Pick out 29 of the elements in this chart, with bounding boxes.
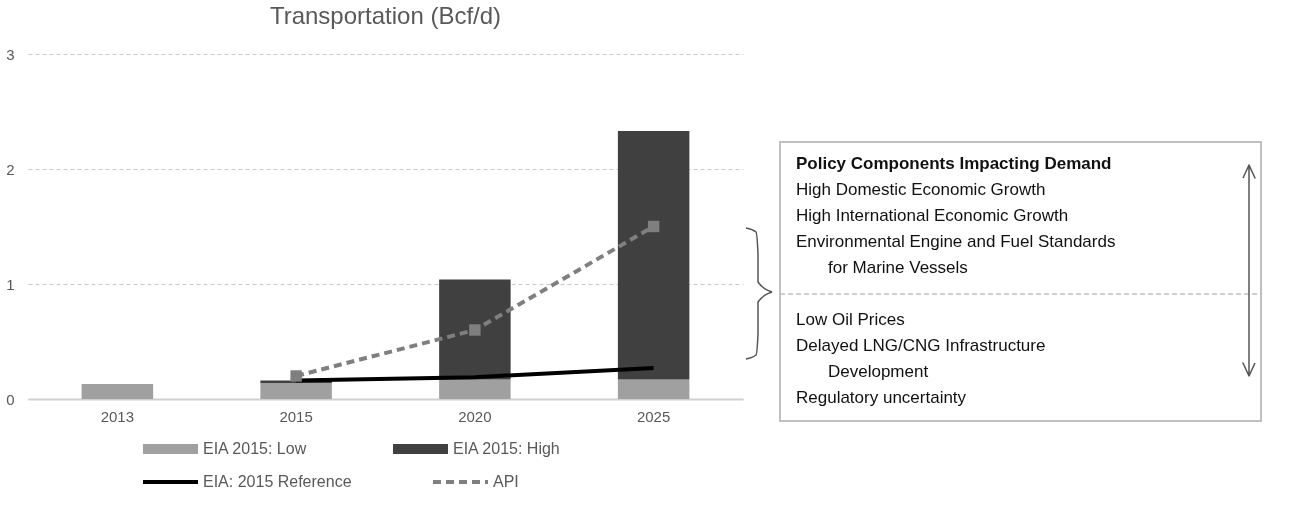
legend-label: EIA: 2015 Reference bbox=[203, 473, 352, 490]
text: Delayed LNG/CNG Infrastructure Development bbox=[796, 336, 1046, 381]
x-tick-label: 2013 bbox=[100, 407, 135, 425]
bar bbox=[81, 384, 154, 399]
x-tick-label: 2020 bbox=[458, 407, 492, 425]
legend-label: EIA 2015: High bbox=[453, 440, 560, 457]
x-tick-label: 2025 bbox=[636, 407, 671, 425]
y-tick-label: 1 bbox=[6, 275, 15, 293]
chart-title: Transportation (Bcf/d) bbox=[269, 2, 502, 29]
y-tick-label: 2 bbox=[6, 160, 15, 178]
text: High International Economic Growth bbox=[796, 206, 1069, 225]
bar bbox=[439, 379, 511, 399]
text: Environmental Engine and Fuel Standards for Marine Vessels bbox=[796, 232, 1116, 277]
x-tick-label: 2015 bbox=[279, 407, 313, 425]
bar bbox=[439, 279, 511, 380]
legend-label: EIA 2015: Low bbox=[203, 440, 307, 457]
text: Low Oil Prices bbox=[796, 310, 905, 329]
point bbox=[290, 370, 302, 382]
text: High Domestic Economic Growth bbox=[796, 180, 1046, 199]
y-tick-label: 3 bbox=[6, 45, 15, 63]
point bbox=[647, 220, 660, 233]
bar bbox=[617, 379, 690, 399]
text: Policy Components Impacting Demand bbox=[796, 154, 1112, 173]
y-tick-label: 0 bbox=[6, 390, 15, 408]
point bbox=[469, 324, 481, 336]
text: Regulatory uncertainty bbox=[796, 388, 967, 407]
legend-label: API bbox=[493, 473, 519, 490]
bar bbox=[260, 382, 332, 399]
bar bbox=[617, 131, 690, 380]
